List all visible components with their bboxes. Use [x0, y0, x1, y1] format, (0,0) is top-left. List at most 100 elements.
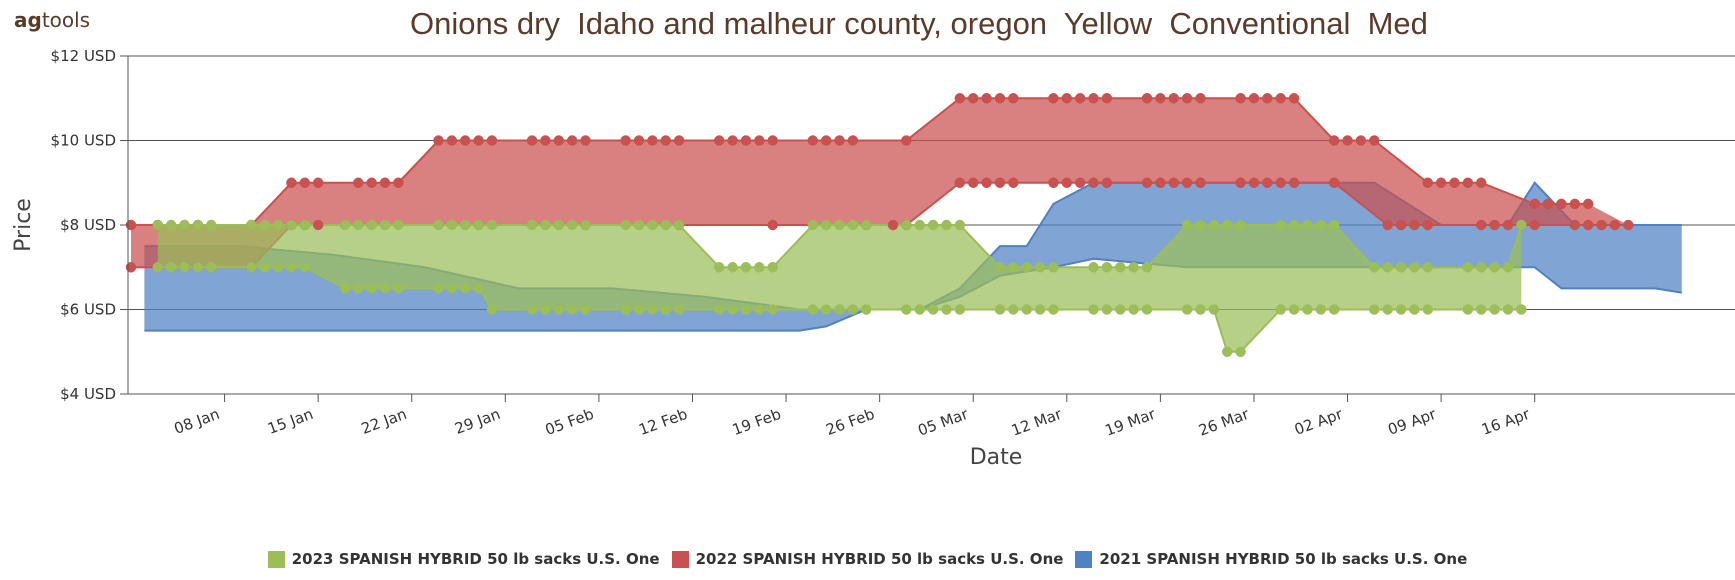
data-point[interactable] — [1596, 219, 1607, 231]
data-point[interactable] — [1342, 135, 1353, 146]
data-point[interactable] — [1061, 93, 1073, 104]
data-point[interactable] — [1422, 262, 1434, 273]
legend-item[interactable]: 2021 SPANISH HYBRID 50 lb sacks U.S. One — [1075, 550, 1467, 568]
data-point[interactable] — [727, 262, 738, 273]
data-point[interactable] — [1195, 219, 1206, 231]
data-point[interactable] — [1008, 177, 1019, 188]
data-point[interactable] — [727, 304, 738, 315]
data-point[interactable] — [1208, 304, 1220, 315]
data-point[interactable] — [927, 304, 939, 315]
data-point[interactable] — [994, 93, 1006, 104]
data-point[interactable] — [1141, 93, 1153, 104]
data-point[interactable] — [1048, 262, 1059, 273]
data-point[interactable] — [379, 177, 391, 188]
data-point[interactable] — [1582, 219, 1594, 231]
data-point[interactable] — [165, 262, 177, 273]
data-point[interactable] — [1155, 93, 1166, 104]
data-point[interactable] — [1141, 304, 1153, 315]
data-point[interactable] — [259, 219, 270, 231]
data-point[interactable] — [1221, 219, 1233, 231]
data-point[interactable] — [312, 219, 324, 231]
data-point[interactable] — [366, 219, 377, 231]
data-point[interactable] — [1435, 177, 1447, 188]
data-point[interactable] — [1195, 304, 1206, 315]
data-point[interactable] — [914, 219, 925, 231]
data-point[interactable] — [807, 219, 819, 231]
data-point[interactable] — [353, 283, 364, 294]
data-point[interactable] — [152, 219, 163, 231]
data-point[interactable] — [981, 177, 992, 188]
data-point[interactable] — [954, 219, 966, 231]
data-point[interactable] — [713, 135, 725, 146]
data-point[interactable] — [393, 219, 404, 231]
data-point[interactable] — [1195, 93, 1206, 104]
data-point[interactable] — [379, 219, 391, 231]
data-point[interactable] — [1409, 262, 1420, 273]
data-point[interactable] — [754, 262, 765, 273]
data-point[interactable] — [433, 135, 444, 146]
data-point[interactable] — [1409, 219, 1420, 231]
data-point[interactable] — [286, 262, 297, 273]
data-point[interactable] — [526, 135, 538, 146]
data-point[interactable] — [1409, 304, 1420, 315]
data-point[interactable] — [1275, 177, 1286, 188]
data-point[interactable] — [941, 304, 952, 315]
data-point[interactable] — [1008, 304, 1019, 315]
data-point[interactable] — [1556, 198, 1567, 210]
data-point[interactable] — [1235, 219, 1246, 231]
data-point[interactable] — [861, 219, 872, 231]
data-point[interactable] — [1235, 93, 1246, 104]
data-point[interactable] — [1074, 177, 1086, 188]
data-point[interactable] — [446, 135, 458, 146]
data-point[interactable] — [1502, 219, 1514, 231]
data-point[interactable] — [807, 304, 819, 315]
data-point[interactable] — [165, 219, 177, 231]
data-point[interactable] — [1475, 304, 1487, 315]
data-point[interactable] — [673, 304, 685, 315]
data-point[interactable] — [566, 304, 578, 315]
data-point[interactable] — [1369, 262, 1380, 273]
data-point[interactable] — [633, 135, 645, 146]
data-point[interactable] — [1328, 219, 1340, 231]
data-point[interactable] — [967, 177, 979, 188]
data-point[interactable] — [1235, 346, 1246, 357]
data-point[interactable] — [1422, 177, 1434, 188]
data-point[interactable] — [994, 177, 1006, 188]
data-point[interactable] — [1008, 93, 1019, 104]
data-point[interactable] — [847, 135, 859, 146]
data-point[interactable] — [459, 219, 471, 231]
data-point[interactable] — [1395, 219, 1407, 231]
data-point[interactable] — [1582, 198, 1594, 210]
data-point[interactable] — [1048, 304, 1059, 315]
data-point[interactable] — [272, 219, 284, 231]
data-point[interactable] — [1008, 262, 1019, 273]
data-point[interactable] — [633, 304, 645, 315]
data-point[interactable] — [286, 219, 297, 231]
data-point[interactable] — [353, 219, 364, 231]
data-point[interactable] — [1569, 198, 1581, 210]
data-point[interactable] — [1288, 219, 1300, 231]
data-point[interactable] — [834, 219, 845, 231]
data-point[interactable] — [914, 304, 925, 315]
legend-item[interactable]: 2022 SPANISH HYBRID 50 lb sacks U.S. One — [671, 550, 1063, 568]
data-point[interactable] — [1475, 177, 1487, 188]
data-point[interactable] — [820, 219, 832, 231]
data-point[interactable] — [459, 135, 471, 146]
data-point[interactable] — [647, 219, 658, 231]
data-point[interactable] — [834, 135, 845, 146]
data-point[interactable] — [1248, 177, 1260, 188]
data-point[interactable] — [1328, 135, 1340, 146]
data-point[interactable] — [540, 304, 551, 315]
data-point[interactable] — [446, 283, 458, 294]
data-point[interactable] — [299, 177, 311, 188]
data-point[interactable] — [954, 177, 966, 188]
data-point[interactable] — [767, 262, 778, 273]
data-point[interactable] — [1529, 198, 1540, 210]
data-point[interactable] — [1262, 177, 1273, 188]
data-point[interactable] — [954, 304, 966, 315]
data-point[interactable] — [1288, 177, 1300, 188]
data-point[interactable] — [259, 262, 270, 273]
data-point[interactable] — [1275, 304, 1286, 315]
data-point[interactable] — [205, 262, 217, 273]
legend-item[interactable]: 2023 SPANISH HYBRID 50 lb sacks U.S. One — [267, 550, 660, 568]
